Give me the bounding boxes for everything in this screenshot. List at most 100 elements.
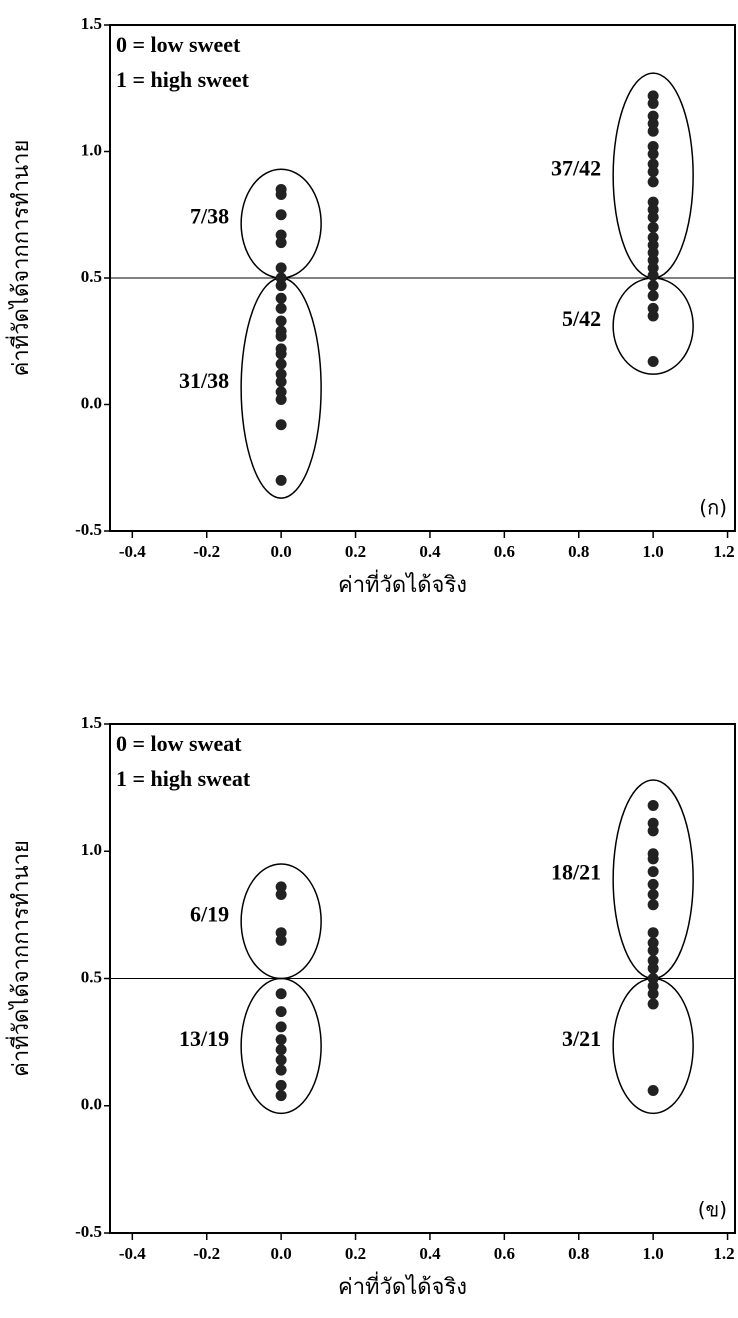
x-tick-label: 0.6 [494,542,515,561]
point [276,280,287,291]
point [276,189,287,200]
point [648,270,659,281]
point [648,1085,659,1096]
point [648,126,659,137]
y-tick-label: 0.0 [81,1095,102,1114]
point [648,998,659,1009]
y-tick-label: -0.5 [75,1222,102,1241]
page: {"chart_data": [ {"type": "scatter", "x_… [0,0,738,1318]
point [276,394,287,405]
x-tick-label: -0.2 [193,542,220,561]
point [276,1065,287,1076]
point [648,176,659,187]
group-ellipse [241,864,321,979]
group-label: 37/42 [551,156,601,181]
point [648,866,659,877]
x-tick-label: -0.4 [119,1244,146,1263]
x-tick-label: 0.2 [345,542,366,561]
x-tick-label: 1.0 [643,1244,664,1263]
point [648,149,659,160]
point [648,212,659,223]
group-label: 7/38 [190,204,229,229]
point [648,825,659,836]
point [276,1034,287,1045]
chart: -0.5 0.0 0.5 1.0 1.5 -0.4 -0.2 0.0 0.2 0.4 0.6 0.8 1… [0,0,738,1318]
point [648,222,659,233]
point [276,889,287,900]
point [648,879,659,890]
x-tick-label: -0.4 [119,542,146,561]
legend-text: 0 = low sweet [116,32,241,57]
group-label: 6/19 [190,901,229,926]
y-tick-label: 0.0 [81,393,102,412]
point [648,356,659,367]
point [648,310,659,321]
x-tick-label: -0.2 [193,1244,220,1263]
point [276,262,287,273]
point [648,98,659,109]
point [276,331,287,342]
point [276,988,287,999]
y-tick-label: 1.0 [81,140,102,159]
point [276,1090,287,1101]
point [276,376,287,387]
legend-text: 1 = high sweet [116,67,250,92]
point [276,209,287,220]
y-tick-label: 0.5 [81,967,102,986]
x-tick-label: 0.2 [345,1244,366,1263]
point [276,237,287,248]
x-axis-title: ค่าที่วัดได้จริง [338,569,467,598]
x-axis-title: ค่าที่วัดได้จริง [338,1271,467,1300]
point [648,889,659,900]
point [648,853,659,864]
panel-label: (ก) [699,496,727,520]
point [276,475,287,486]
point [276,316,287,327]
point [276,935,287,946]
point [276,293,287,304]
point [276,1021,287,1032]
group-label: 18/21 [551,859,601,884]
y-tick-label: 1.5 [81,14,102,33]
x-tick-label: 0.4 [419,542,441,561]
y-tick-label: 0.5 [81,267,102,286]
point [648,945,659,956]
point [648,963,659,974]
group-label: 5/42 [562,306,601,331]
point [276,1044,287,1055]
y-axis-title: ค่าที่วัดได้จากการทำนาย [5,140,34,377]
group-label: 13/19 [179,1026,229,1051]
x-tick-label: 1.2 [713,1244,734,1263]
point [276,419,287,430]
point [276,359,287,370]
legend-text: 1 = high sweat [116,766,251,791]
point [276,1054,287,1065]
x-tick-label: 0.6 [494,1244,515,1263]
x-tick-label: 1.2 [713,542,734,561]
x-tick-label: 0.0 [271,1244,292,1263]
point [648,280,659,291]
point [648,800,659,811]
x-tick-label: 0.8 [568,1244,589,1263]
point [648,166,659,177]
x-tick-label: 1.0 [643,542,664,561]
point [648,988,659,999]
x-tick-label: 0.8 [568,542,589,561]
point [276,1080,287,1091]
point [648,927,659,938]
point [276,303,287,314]
group-label: 3/21 [562,1026,601,1051]
y-axis-title: ค่าที่วัดได้จากการทำนาย [5,840,34,1077]
point [276,348,287,359]
x-tick-label: 0.4 [419,1244,441,1263]
point [276,1006,287,1017]
point [648,899,659,910]
y-tick-label: 1.0 [81,840,102,859]
group-label: 31/38 [179,368,229,393]
panel-label: (ข) [698,1198,727,1222]
point [648,290,659,301]
y-tick-label: -0.5 [75,520,102,539]
x-tick-label: 0.0 [271,542,292,561]
y-tick-label: 1.5 [81,713,102,732]
legend-text: 0 = low sweat [116,731,242,756]
